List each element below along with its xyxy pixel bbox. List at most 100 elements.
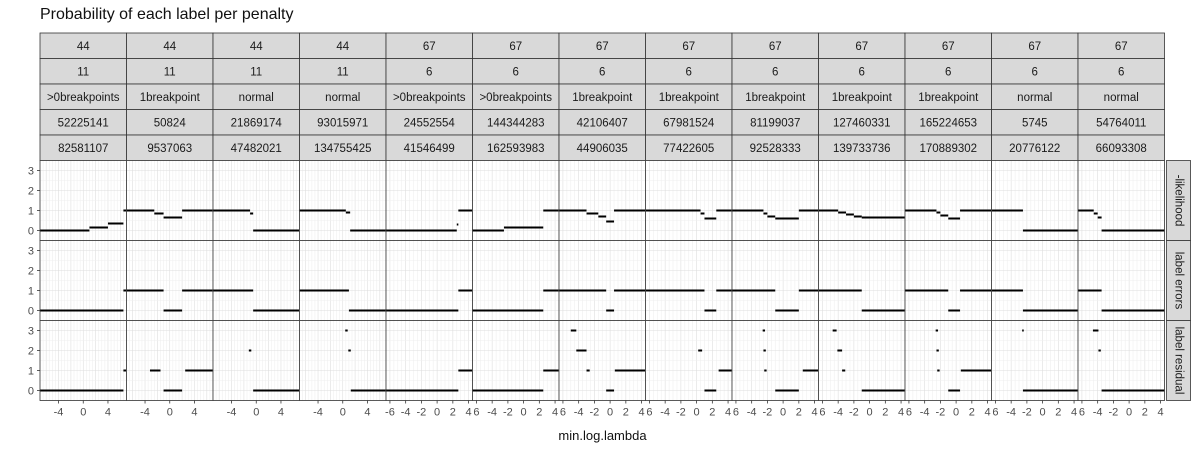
column-strip-label: 24552554 bbox=[404, 117, 456, 129]
column-strip-label: >0breakpoints bbox=[479, 92, 552, 104]
column-strip-label: 127460331 bbox=[833, 117, 891, 129]
column-strip-label: 92528333 bbox=[750, 143, 801, 155]
column-strip-label: 1breakpoint bbox=[572, 92, 633, 104]
column-strip-label: 54764011 bbox=[1096, 117, 1146, 129]
x-tick-label: 4 bbox=[898, 407, 904, 419]
column-strip bbox=[991, 32, 1079, 59]
column-strip-label: 11 bbox=[77, 66, 89, 78]
column-strip bbox=[731, 109, 819, 136]
column-strip-label: 44906035 bbox=[577, 143, 628, 155]
column-strip bbox=[126, 32, 214, 59]
x-tick-label: 0 bbox=[1126, 407, 1132, 419]
column-strip bbox=[991, 109, 1079, 136]
x-tick-label: -4 bbox=[401, 407, 411, 419]
x-tick-label: 0 bbox=[953, 407, 959, 419]
column-strip-label: 44 bbox=[250, 41, 263, 53]
column-strip bbox=[1077, 109, 1165, 136]
y-tick-label: 1 bbox=[28, 366, 34, 378]
column-strip bbox=[212, 109, 300, 136]
column-strip bbox=[645, 58, 733, 85]
column-strip-label: 67 bbox=[509, 41, 522, 53]
column-strip bbox=[212, 58, 300, 85]
x-tick-label: -2 bbox=[676, 407, 686, 419]
x-tick-label: -2 bbox=[503, 407, 513, 419]
column-strip-label: 1breakpoint bbox=[745, 92, 806, 104]
column-strip bbox=[904, 83, 992, 110]
column-strip bbox=[731, 32, 819, 59]
y-tick-label: 0 bbox=[28, 306, 34, 318]
column-strip bbox=[472, 83, 560, 110]
column-strip-label: 44 bbox=[77, 41, 90, 53]
column-strip bbox=[731, 83, 819, 110]
x-tick-label: 6 bbox=[906, 407, 912, 419]
x-tick-label: -2 bbox=[416, 407, 426, 419]
x-tick-label: -4 bbox=[54, 407, 64, 419]
x-tick-label: 4 bbox=[105, 407, 111, 419]
column-strip-label: 93015971 bbox=[317, 117, 368, 129]
column-strip bbox=[558, 83, 646, 110]
column-strip-label: 67 bbox=[855, 41, 868, 53]
x-tick-label: 4 bbox=[552, 407, 558, 419]
column-strip bbox=[558, 109, 646, 136]
column-strip bbox=[645, 32, 733, 59]
column-strip-label: 1breakpoint bbox=[140, 92, 201, 104]
column-strip bbox=[904, 32, 992, 59]
column-strip bbox=[904, 58, 992, 85]
column-strip-label: normal bbox=[325, 92, 360, 104]
x-tick-label: 4 bbox=[812, 407, 818, 419]
column-strip-label: 67 bbox=[1028, 41, 1041, 53]
column-strip bbox=[212, 32, 300, 59]
x-tick-label: 6 bbox=[560, 407, 566, 419]
column-strip bbox=[818, 83, 906, 110]
column-strip-label: 162593983 bbox=[487, 143, 545, 155]
column-strip bbox=[1077, 83, 1165, 110]
column-strip bbox=[126, 83, 214, 110]
column-strip-label: 139733736 bbox=[833, 143, 891, 155]
x-tick-label: -2 bbox=[849, 407, 859, 419]
column-strip bbox=[1077, 58, 1165, 85]
x-tick-label: -2 bbox=[1108, 407, 1118, 419]
x-tick-label: 0 bbox=[694, 407, 700, 419]
y-tick-label: 1 bbox=[28, 206, 34, 218]
column-strip bbox=[818, 134, 906, 161]
column-strip-label: >0breakpoints bbox=[393, 92, 466, 104]
x-tick-label: 2 bbox=[709, 407, 715, 419]
x-tick-label: 0 bbox=[434, 407, 440, 419]
x-tick-label: 2 bbox=[623, 407, 629, 419]
column-strip-label: 81199037 bbox=[750, 117, 800, 129]
column-strip-label: 6 bbox=[599, 66, 605, 78]
column-strip bbox=[299, 109, 387, 136]
x-tick-label: 2 bbox=[796, 407, 802, 419]
x-tick-label: 2 bbox=[969, 407, 975, 419]
x-tick-label: 0 bbox=[607, 407, 613, 419]
x-tick-label: 0 bbox=[340, 407, 346, 419]
column-strip-label: 6 bbox=[772, 66, 778, 78]
x-tick-label: 4 bbox=[1071, 407, 1077, 419]
column-strip bbox=[558, 32, 646, 59]
column-strip-label: 50824 bbox=[154, 117, 187, 129]
column-strip bbox=[731, 58, 819, 85]
row-strip bbox=[1166, 240, 1191, 321]
x-tick-label: -2 bbox=[762, 407, 772, 419]
column-strip bbox=[818, 32, 906, 59]
column-strip-label: 170889302 bbox=[919, 143, 977, 155]
column-strip-label: 44 bbox=[336, 41, 349, 53]
y-tick-label: 2 bbox=[28, 186, 34, 198]
column-strip-label: 42106407 bbox=[577, 117, 628, 129]
column-strip-label: 67 bbox=[596, 41, 609, 53]
column-strip bbox=[385, 109, 473, 136]
x-tick-label: 4 bbox=[985, 407, 991, 419]
column-strip bbox=[1077, 32, 1165, 59]
x-tick-label: 0 bbox=[1040, 407, 1046, 419]
column-strip-label: 21869174 bbox=[231, 117, 283, 129]
column-strip-label: normal bbox=[1017, 92, 1052, 104]
column-strip-label: 6 bbox=[426, 66, 432, 78]
column-strip bbox=[299, 83, 387, 110]
column-strip bbox=[472, 58, 560, 85]
x-tick-label: -4 bbox=[140, 407, 150, 419]
x-tick-label: 4 bbox=[466, 407, 472, 419]
x-tick-label: 6 bbox=[1079, 407, 1085, 419]
x-tick-label: 6 bbox=[733, 407, 739, 419]
x-tick-label: 0 bbox=[167, 407, 173, 419]
